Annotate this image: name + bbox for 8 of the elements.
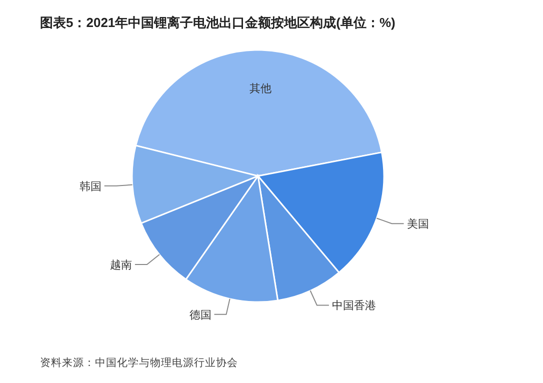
text: 资料来源：中国化学与物理电源行业协会 xyxy=(40,356,238,369)
slice-label: 德国 xyxy=(189,309,212,322)
slice-label: 其他 xyxy=(249,82,272,95)
slice-label: 美国 xyxy=(406,218,429,231)
chart-title: 图表5：2021年中国锂离子电池出口金额按地区构成(单位：%) xyxy=(40,15,396,30)
slice-label: 中国香港 xyxy=(332,299,376,312)
slice-label: 韩国 xyxy=(79,180,102,193)
slice-label: 越南 xyxy=(110,258,132,272)
